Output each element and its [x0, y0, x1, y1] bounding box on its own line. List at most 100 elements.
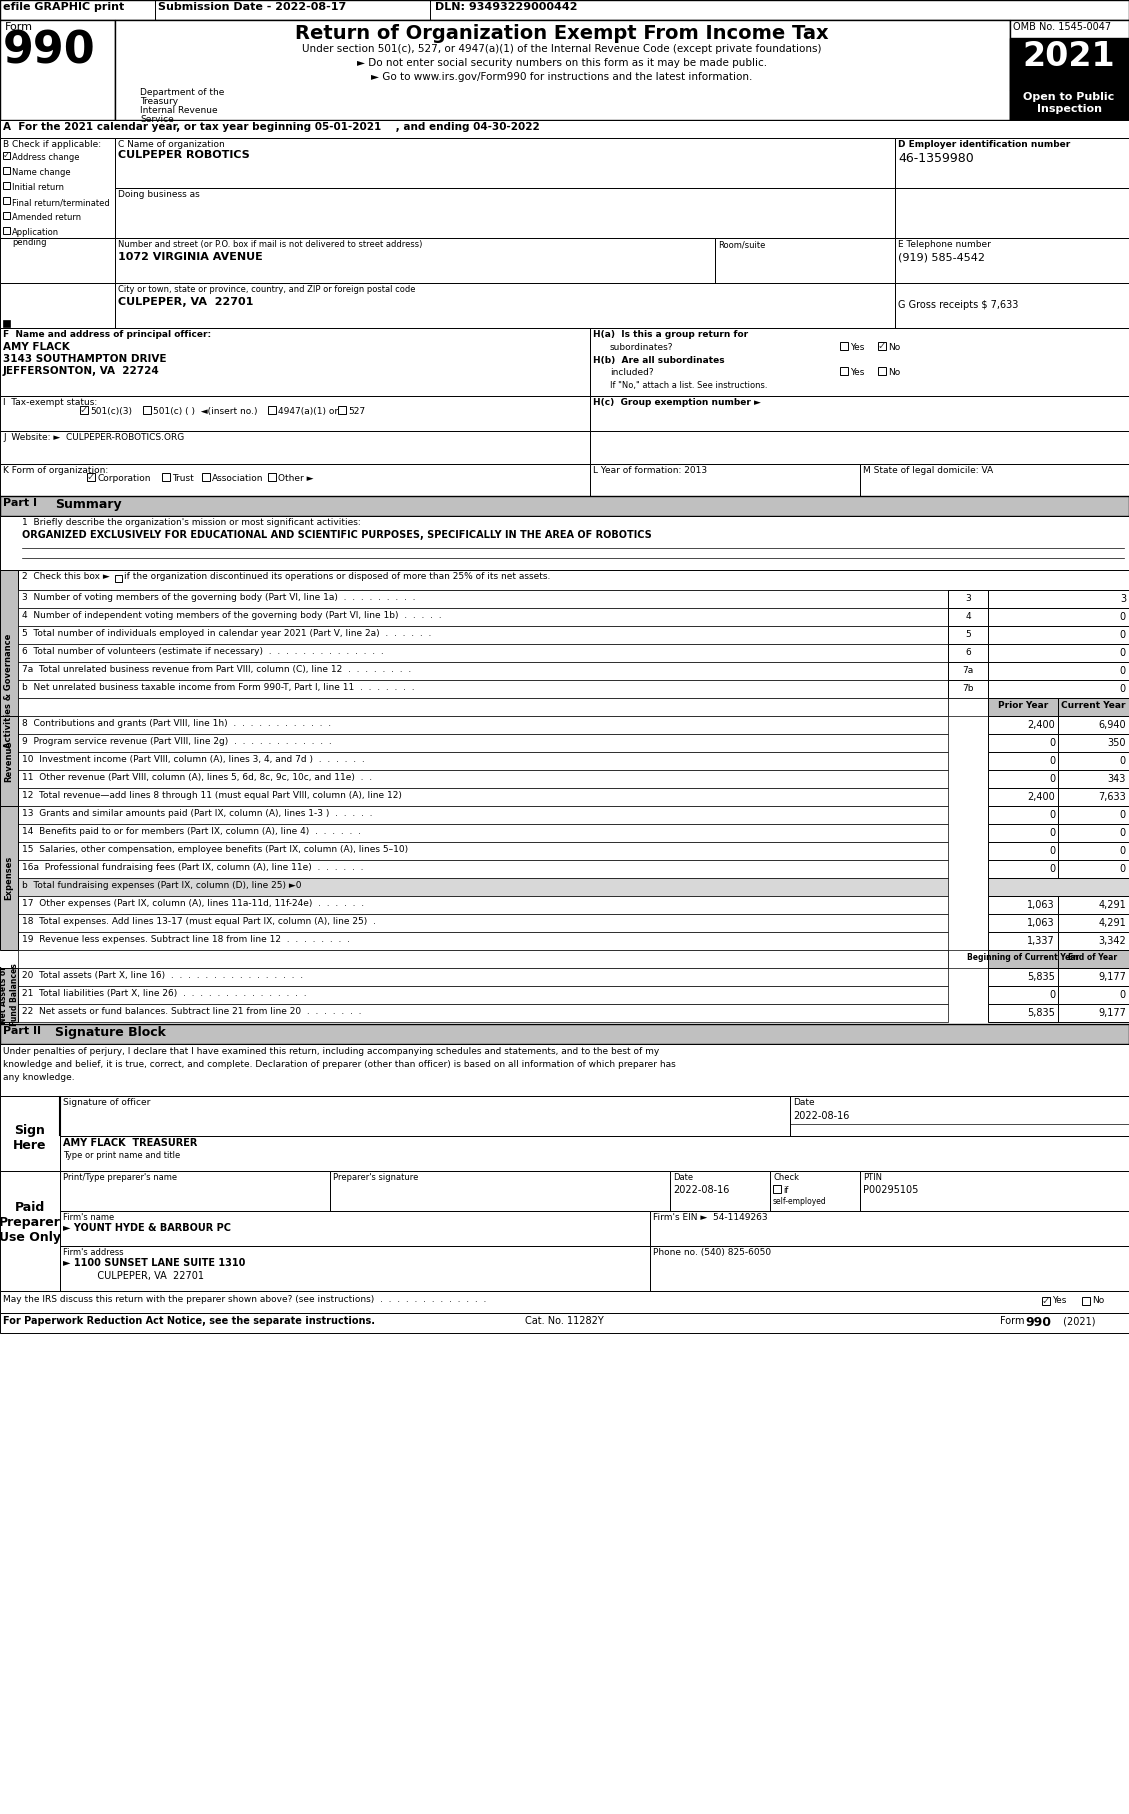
Bar	[3, 227, 10, 234]
Text: Firm's EIN ►  54-1149263: Firm's EIN ► 54-1149263	[653, 1214, 768, 1223]
Text: ✓: ✓	[80, 405, 88, 415]
Text: City or town, state or province, country, and ZIP or foreign postal code: City or town, state or province, country…	[119, 285, 415, 294]
Text: L Year of formation: 2013: L Year of formation: 2013	[593, 466, 707, 475]
Text: 0: 0	[1120, 863, 1126, 874]
Bar	[770, 1172, 860, 1212]
Bar	[0, 1096, 60, 1172]
Text: ✓: ✓	[2, 151, 10, 160]
Bar	[60, 1246, 650, 1292]
Bar	[948, 951, 988, 969]
Bar	[18, 824, 948, 842]
Text: included?: included?	[610, 368, 654, 377]
Text: 7,633: 7,633	[1099, 793, 1126, 802]
Bar	[1042, 1297, 1050, 1304]
Text: 22  Net assets or fund balances. Subtract line 21 from line 20  .  .  .  .  .  .: 22 Net assets or fund balances. Subtract…	[21, 1007, 361, 1016]
Bar	[988, 932, 1058, 951]
Text: ► Go to www.irs.gov/Form990 for instructions and the latest information.: ► Go to www.irs.gov/Form990 for instruct…	[371, 73, 753, 82]
Text: Prior Year: Prior Year	[998, 700, 1048, 709]
Text: M State of legal domicile: VA: M State of legal domicile: VA	[863, 466, 994, 475]
Text: 9,177: 9,177	[1099, 1009, 1126, 1018]
Text: P00295105: P00295105	[863, 1185, 918, 1195]
Text: 9,177: 9,177	[1099, 972, 1126, 981]
Text: Yes: Yes	[850, 343, 865, 352]
Text: 0: 0	[1049, 990, 1054, 1000]
Text: 16a  Professional fundraising fees (Part IX, column (A), line 11e)  .  .  .  .  : 16a Professional fundraising fees (Part …	[21, 863, 364, 873]
Text: (919) 585-4542: (919) 585-4542	[898, 252, 984, 261]
Text: Under section 501(c), 527, or 4947(a)(1) of the Internal Revenue Code (except pr: Under section 501(c), 527, or 4947(a)(1)…	[303, 44, 822, 54]
Text: DLN: 93493229000442: DLN: 93493229000442	[435, 2, 578, 13]
Bar	[18, 987, 948, 1003]
Bar	[0, 328, 590, 395]
Bar	[115, 238, 715, 283]
Bar	[330, 1172, 669, 1212]
Text: 1072 VIRGINIA AVENUE: 1072 VIRGINIA AVENUE	[119, 252, 263, 261]
Bar	[988, 878, 1129, 896]
Text: K Form of organization:: K Form of organization:	[3, 466, 108, 475]
Bar	[948, 662, 988, 680]
Text: Room/suite: Room/suite	[718, 239, 765, 249]
Bar	[988, 805, 1058, 824]
Text: if: if	[784, 1186, 788, 1195]
Text: Initial return: Initial return	[12, 183, 64, 192]
Text: Application
pending: Application pending	[12, 229, 59, 247]
Text: b  Net unrelated business taxable income from Form 990-T, Part I, line 11  .  . : b Net unrelated business taxable income …	[21, 684, 414, 691]
Text: 2021: 2021	[1023, 40, 1115, 73]
Bar	[18, 680, 948, 698]
Bar	[948, 680, 988, 698]
Text: 17  Other expenses (Part IX, column (A), lines 11a-11d, 11f-24e)  .  .  .  .  . : 17 Other expenses (Part IX, column (A), …	[21, 900, 365, 909]
Text: Print/Type preparer's name: Print/Type preparer's name	[63, 1174, 177, 1183]
Bar	[1058, 932, 1129, 951]
Text: 46-1359980: 46-1359980	[898, 152, 973, 165]
Bar	[988, 787, 1058, 805]
Text: No: No	[1092, 1295, 1104, 1304]
Bar	[0, 1023, 1129, 1045]
Bar	[878, 343, 886, 350]
Bar	[115, 138, 895, 189]
Bar	[1058, 753, 1129, 769]
Text: I  Tax-exempt status:: I Tax-exempt status:	[3, 397, 97, 406]
Text: G Gross receipts $ 7,633: G Gross receipts $ 7,633	[898, 299, 1018, 310]
Bar	[773, 1185, 781, 1194]
Bar	[60, 1212, 650, 1246]
Text: 5  Total number of individuals employed in calendar year 2021 (Part V, line 2a) : 5 Total number of individuals employed i…	[21, 629, 431, 639]
Bar	[18, 769, 948, 787]
Bar	[80, 406, 88, 414]
Text: No: No	[889, 343, 900, 352]
Text: 1  Briefly describe the organization's mission or most significant activities:: 1 Briefly describe the organization's mi…	[21, 519, 361, 528]
Bar	[988, 698, 1058, 717]
Bar	[1058, 842, 1129, 860]
Text: 4  Number of independent voting members of the governing body (Part VI, line 1b): 4 Number of independent voting members o…	[21, 611, 441, 620]
Text: OMB No. 1545-0047: OMB No. 1545-0047	[1013, 22, 1111, 33]
Bar	[18, 753, 948, 769]
Text: 6,940: 6,940	[1099, 720, 1126, 729]
Text: 20  Total assets (Part X, line 16)  .  .  .  .  .  .  .  .  .  .  .  .  .  .  . : 20 Total assets (Part X, line 16) . . . …	[21, 970, 303, 980]
Bar	[87, 473, 95, 481]
Bar	[988, 896, 1058, 914]
Text: D Employer identification number: D Employer identification number	[898, 140, 1070, 149]
Text: 19  Revenue less expenses. Subtract line 18 from line 12  .  .  .  .  .  .  .  .: 19 Revenue less expenses. Subtract line …	[21, 934, 350, 943]
Bar	[669, 1172, 770, 1212]
Text: Expenses: Expenses	[5, 856, 14, 900]
Text: Open to Public
Inspection: Open to Public Inspection	[1023, 93, 1114, 114]
Bar	[18, 698, 948, 717]
Text: Amended return: Amended return	[12, 212, 81, 221]
Text: May the IRS discuss this return with the preparer shown above? (see instructions: May the IRS discuss this return with the…	[3, 1295, 487, 1304]
Bar	[60, 1096, 790, 1136]
Bar	[0, 515, 1129, 570]
Bar	[1058, 769, 1129, 787]
Text: 8  Contributions and grants (Part VIII, line 1h)  .  .  .  .  .  .  .  .  .  .  : 8 Contributions and grants (Part VIII, l…	[21, 718, 331, 727]
Bar	[0, 20, 115, 120]
Text: Yes: Yes	[850, 368, 865, 377]
Text: 3: 3	[1120, 593, 1126, 604]
Bar	[1010, 91, 1129, 120]
Bar	[948, 590, 988, 608]
Bar	[0, 120, 1129, 138]
Text: CULPEPER, VA  22701: CULPEPER, VA 22701	[119, 297, 253, 307]
Text: 2,400: 2,400	[1027, 793, 1054, 802]
Text: 6  Total number of volunteers (estimate if necessary)  .  .  .  .  .  .  .  .  .: 6 Total number of volunteers (estimate i…	[21, 648, 384, 657]
Text: C Name of organization: C Name of organization	[119, 140, 225, 149]
Text: 0: 0	[1120, 648, 1126, 658]
Text: Treasury: Treasury	[140, 96, 178, 105]
Text: 11  Other revenue (Part VIII, column (A), lines 5, 6d, 8c, 9c, 10c, and 11e)  . : 11 Other revenue (Part VIII, column (A),…	[21, 773, 373, 782]
Bar	[1058, 805, 1129, 824]
